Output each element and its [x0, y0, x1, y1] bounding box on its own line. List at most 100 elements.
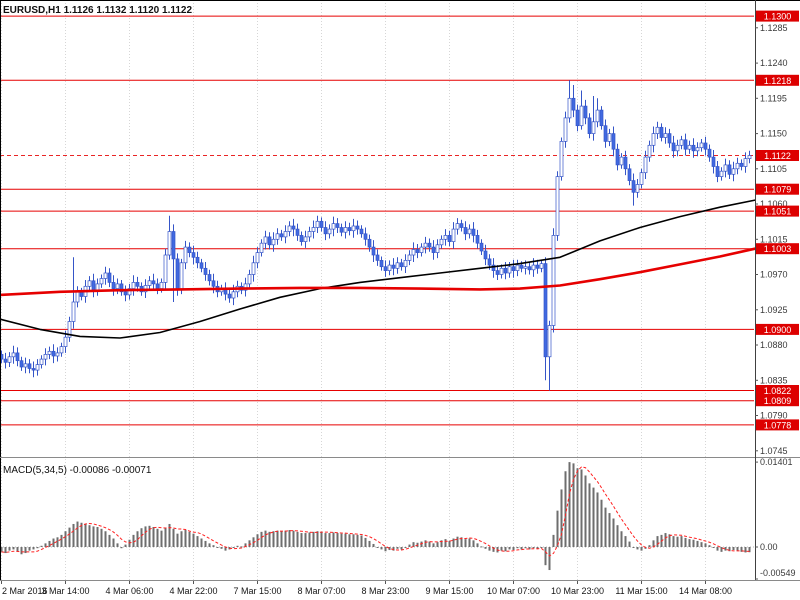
candle-body	[579, 105, 584, 127]
candle-body	[503, 267, 508, 274]
macd-bar	[156, 528, 159, 547]
time-axis-label[interactable]: 14 Mar 08:00	[679, 586, 732, 596]
candle-body	[667, 133, 672, 144]
price-axis-label[interactable]: 1.0925	[760, 305, 788, 315]
candle-body	[635, 184, 640, 193]
time-axis-label[interactable]: 8 Mar 23:00	[361, 586, 409, 596]
candle-body	[327, 228, 332, 235]
candle-body	[19, 360, 24, 368]
price-level-badge	[756, 10, 799, 22]
macd-axis-label: -0.00549	[760, 568, 796, 578]
macd-bar	[384, 547, 387, 552]
price-axis-label[interactable]: 1.1060	[760, 199, 788, 209]
time-axis-label[interactable]: 4 Mar 22:00	[169, 586, 217, 596]
macd-bar	[260, 531, 263, 547]
price-axis-label[interactable]: 1.1150	[760, 129, 787, 139]
macd-bar	[328, 533, 331, 547]
candle-body	[155, 283, 160, 289]
macd-bar	[224, 547, 227, 551]
candle-body	[159, 282, 164, 289]
price-axis-label[interactable]: 1.1240	[760, 58, 788, 68]
price-level-badge	[756, 243, 799, 255]
candle-body	[195, 256, 200, 264]
candle-body	[571, 97, 576, 111]
price-axis-label[interactable]: 1.1015	[760, 234, 788, 244]
time-axis-label[interactable]: 8 Mar 07:00	[297, 586, 345, 596]
candle-body	[147, 280, 152, 286]
macd-bar	[68, 527, 71, 547]
candle-body	[263, 236, 268, 244]
candle-body	[715, 166, 720, 177]
candle-body	[339, 227, 344, 233]
macd-bar	[244, 543, 247, 547]
macd-bar	[112, 538, 115, 547]
candle-body	[163, 254, 168, 283]
macd-bar	[464, 539, 467, 547]
price-axis-label[interactable]: 1.1105	[760, 164, 787, 174]
time-axis-label[interactable]: 2 Mar 2016	[2, 586, 48, 596]
macd-bar	[648, 545, 651, 547]
macd-bar	[352, 534, 355, 547]
candle-body	[231, 291, 236, 299]
macd-bar	[188, 531, 191, 547]
price-axis-label[interactable]: 1.1285	[760, 23, 788, 33]
candle-body	[595, 109, 600, 123]
candle-body	[47, 350, 52, 355]
macd-bar	[216, 547, 219, 548]
macd-bar	[484, 547, 487, 549]
candle-body	[191, 252, 196, 258]
price-axis-label[interactable]: 1.0790	[760, 411, 788, 421]
candle-body	[315, 220, 320, 228]
time-axis-label[interactable]: 3 Mar 14:00	[41, 586, 89, 596]
macd-bar	[24, 547, 27, 554]
price-axis-label[interactable]: 1.0880	[760, 340, 788, 350]
candle-body	[671, 142, 676, 152]
macd-bar	[524, 547, 527, 549]
macd-bar	[692, 539, 695, 547]
candle-body	[683, 139, 688, 150]
candle-body	[723, 164, 728, 172]
candle-body	[691, 144, 696, 152]
time-axis-label[interactable]: 11 Mar 15:00	[615, 586, 667, 596]
candle-body	[495, 270, 500, 275]
macd-bar	[668, 534, 671, 547]
price-axis-label[interactable]: 1.1195	[760, 93, 787, 103]
macd-bar	[592, 487, 595, 547]
macd-bar	[276, 530, 279, 547]
price-axis-label[interactable]: 1.0835	[760, 375, 788, 385]
macd-bar	[304, 533, 307, 547]
candle-body	[175, 258, 180, 291]
price-level-badge-label: 1.1003	[764, 244, 792, 254]
candle-body	[531, 264, 536, 271]
macd-bar	[600, 499, 603, 547]
macd-bar	[144, 526, 147, 547]
candle-body	[91, 280, 96, 291]
time-axis-label[interactable]: 10 Mar 07:00	[487, 586, 540, 596]
macd-axis-label: 0.00	[760, 542, 778, 552]
candle-body	[335, 223, 340, 228]
price-axis-label[interactable]: 1.0970	[760, 270, 788, 280]
candle-body	[267, 236, 272, 246]
candle-body	[31, 368, 36, 371]
candle-body	[387, 264, 392, 271]
candle-body	[743, 158, 748, 167]
macd-bar	[184, 530, 187, 547]
time-axis-label[interactable]: 10 Mar 23:00	[551, 586, 604, 596]
candle-body	[487, 258, 492, 266]
candle-body	[627, 168, 632, 181]
price-axis-label[interactable]: 1.0745	[760, 446, 788, 456]
candle-body	[663, 133, 668, 138]
candle-body	[15, 352, 20, 362]
candle-body	[511, 266, 516, 271]
macd-bar	[480, 546, 483, 548]
macd-bar	[516, 547, 519, 549]
time-axis-label[interactable]: 4 Mar 06:00	[105, 586, 153, 596]
macd-bar	[604, 507, 607, 547]
time-axis-label[interactable]: 7 Mar 15:00	[233, 586, 281, 596]
candle-body	[719, 170, 724, 177]
time-axis-label[interactable]: 9 Mar 15:00	[425, 586, 473, 596]
macd-bar	[332, 532, 335, 547]
macd-bar	[656, 536, 659, 547]
price-level-badge-label: 1.1218	[764, 76, 792, 86]
